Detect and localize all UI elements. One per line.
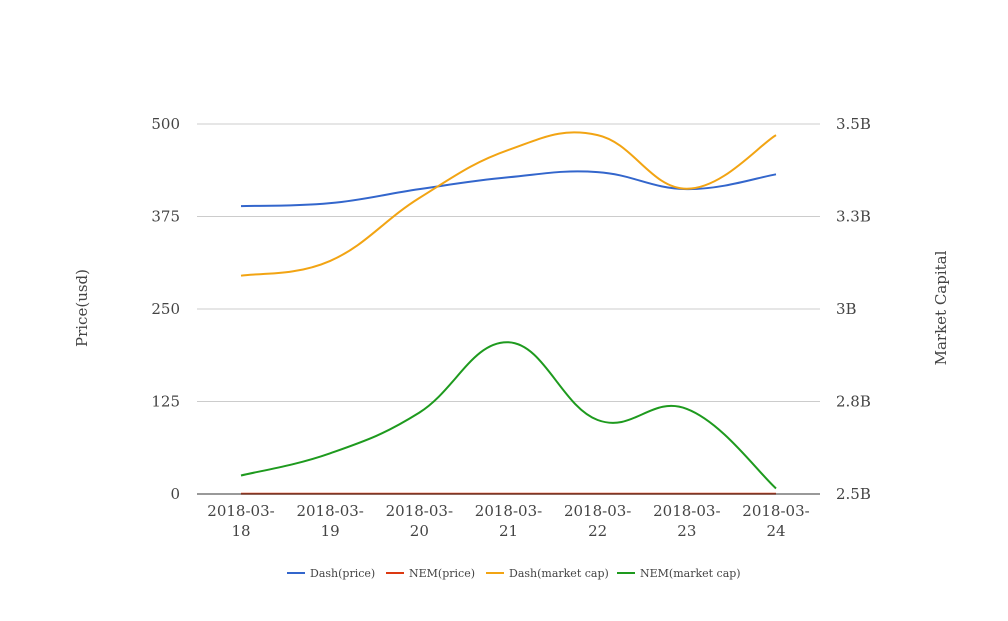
legend-label-nem-price: NEM(price) (409, 567, 475, 580)
y-tick-label: 375 (151, 208, 180, 226)
legend: Dash(price) NEM(price) Dash(market cap) NEM… (287, 567, 741, 580)
y2-tick-label: 3.3B (836, 208, 871, 226)
x-tick-label: 2018-03-23 (653, 502, 720, 540)
gridlines (197, 124, 820, 402)
y2-tick-label: 3B (836, 300, 857, 318)
x-tick-label: 2018-03-19 (296, 502, 363, 540)
y2-tick-label: 2.8B (836, 393, 871, 411)
x-tick-label: 2018-03-20 (386, 502, 453, 540)
y2-axis-title: Market Capital (932, 250, 950, 365)
y-tick-label: 250 (151, 300, 180, 318)
y-tick-label: 125 (151, 393, 180, 411)
legend-label-nem-market-cap: NEM(market cap) (640, 567, 741, 580)
y-tick-label: 0 (170, 485, 180, 503)
legend-label-dash-market-cap: Dash(market cap) (509, 567, 609, 580)
series-lines (241, 132, 776, 493)
x-tick-label: 2018-03-18 (207, 502, 274, 540)
legend-label-dash-price: Dash(price) (310, 567, 375, 580)
y2-tick-label: 2.5B (836, 485, 871, 503)
y2-tick-label: 3.5B (836, 115, 871, 133)
x-tick-label: 2018-03-24 (742, 502, 809, 540)
y-tick-label: 500 (151, 115, 180, 133)
x-tick-label: 2018-03-21 (475, 502, 542, 540)
series-line-nem-market-cap (241, 342, 776, 488)
y-axis-title: Price(usd) (73, 269, 91, 347)
x-tick-label: 2018-03-22 (564, 502, 631, 540)
